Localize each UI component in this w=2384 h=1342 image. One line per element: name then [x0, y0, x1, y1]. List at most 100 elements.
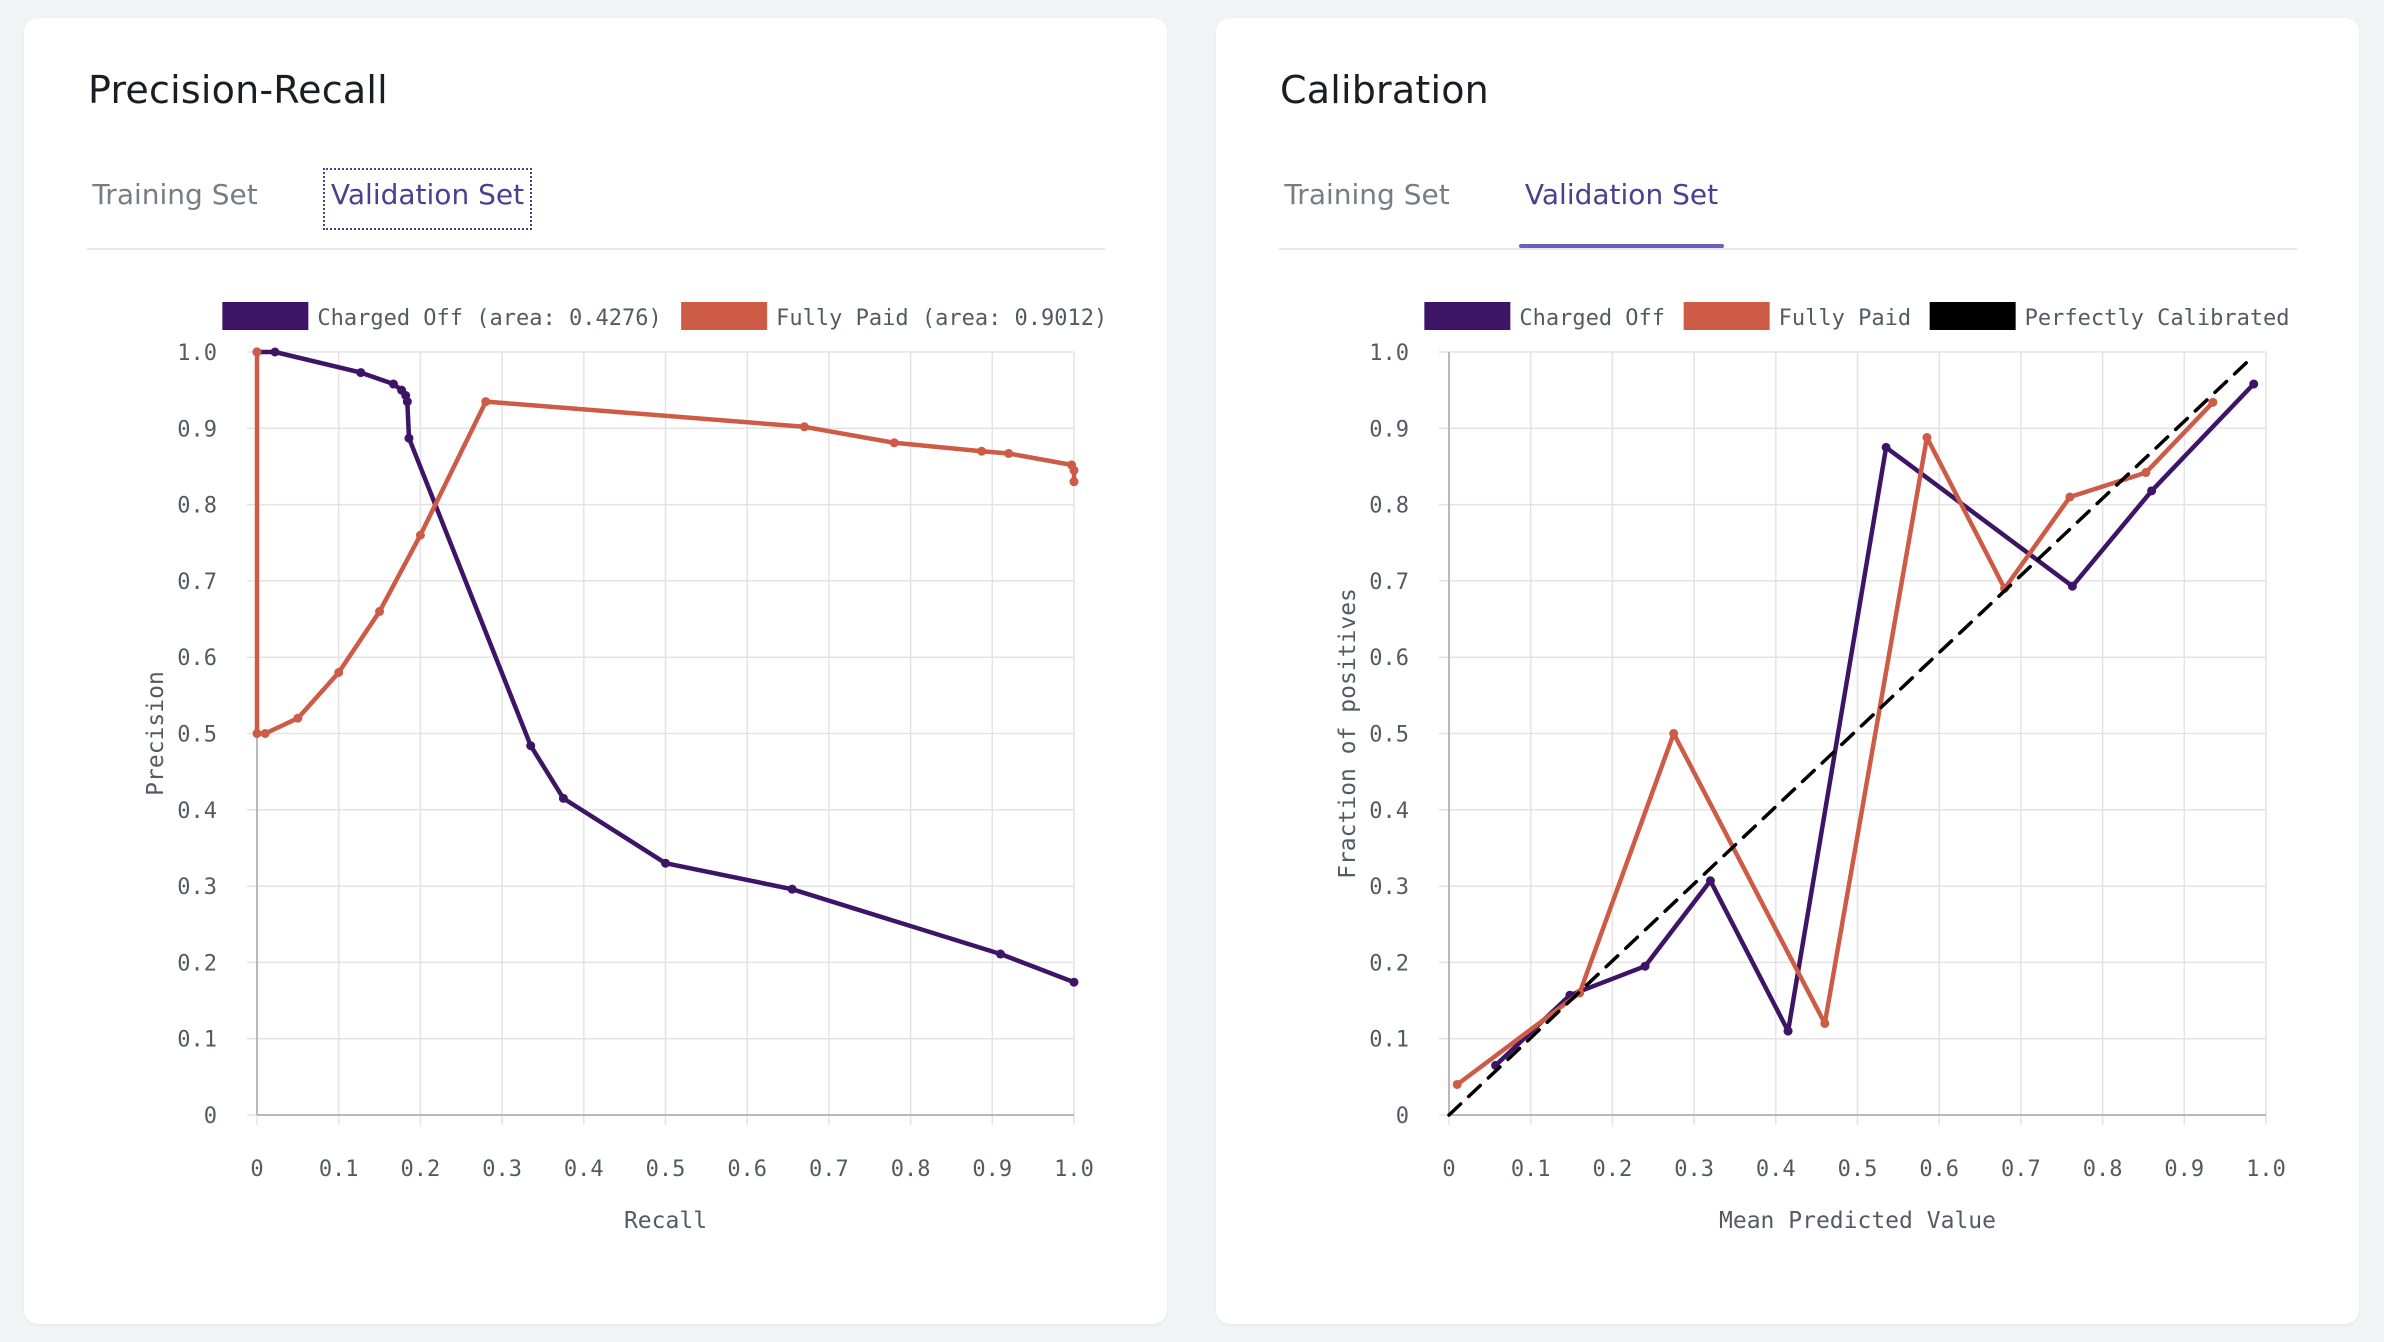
data-point	[260, 729, 270, 738]
x-tick-label: 0.8	[2083, 1157, 2123, 1182]
x-tick-label: 0.4	[564, 1157, 604, 1182]
y-tick-label: 0	[1396, 1104, 1409, 1129]
x-tick-label: 0.6	[1919, 1157, 1959, 1182]
legend-swatch	[222, 302, 309, 330]
data-point	[1069, 477, 1079, 487]
data-point	[1783, 1026, 1793, 1036]
data-point	[402, 397, 412, 407]
x-tick-label: 0.6	[727, 1157, 767, 1182]
y-tick-label: 0.3	[1369, 875, 1409, 900]
legend-swatch	[1424, 302, 1511, 330]
legend-label: Charged Off	[1519, 306, 1665, 331]
data-point	[2065, 492, 2075, 502]
y-tick-label: 0.3	[177, 875, 217, 900]
card-title-precision-recall: Precision-Recall	[88, 68, 388, 112]
x-tick-label: 0	[250, 1157, 263, 1182]
gridlines	[247, 351, 1075, 1125]
x-axis-title: Mean Predicted Value	[1719, 1208, 1996, 1234]
x-tick-label: 0.1	[1511, 1157, 1551, 1182]
y-tick-label: 0.6	[1369, 646, 1409, 671]
x-tick-label: 0.9	[972, 1157, 1012, 1182]
calibration-card: Calibration Training Set Validation Set …	[1216, 18, 2359, 1324]
y-tick-label: 0.7	[1369, 570, 1409, 595]
legend-swatch	[1683, 302, 1770, 330]
legend: Charged Off Fully Paid Perfectly Calibrate…	[1424, 302, 2290, 331]
legend-label: Perfectly Calibrated	[2025, 306, 2290, 331]
data-point	[2141, 468, 2151, 478]
data-point	[1640, 961, 1650, 971]
x-tick-label: 0.3	[482, 1157, 522, 1182]
y-tick-label: 0.5	[177, 723, 217, 748]
data-point	[1922, 432, 1932, 442]
x-tick-label: 0.7	[2001, 1157, 2041, 1182]
y-tick-label: 0.4	[177, 799, 217, 824]
data-point	[1069, 465, 1079, 475]
data-point	[481, 397, 491, 407]
data-point	[787, 884, 797, 894]
tab-training-set[interactable]: Training Set	[92, 178, 258, 211]
data-point	[2147, 486, 2157, 496]
data-point	[1004, 448, 1014, 458]
y-tick-label: 0.8	[177, 494, 217, 519]
data-point	[388, 379, 398, 389]
data-point	[334, 667, 344, 677]
series-line-2	[1447, 357, 2252, 1117]
tab-bar: Training Set Validation Set	[1279, 150, 2297, 250]
y-tick-label: 1.0	[1369, 341, 1409, 366]
legend-swatch	[681, 302, 768, 330]
y-tick-label: 0.6	[177, 646, 217, 671]
x-tick-label: 0.7	[809, 1157, 849, 1182]
x-tick-label: 0.1	[319, 1157, 359, 1182]
data-point	[661, 858, 670, 868]
data-point	[1452, 1079, 1462, 1089]
data-point	[375, 606, 385, 616]
data-point	[995, 949, 1005, 959]
data-point	[1881, 442, 1891, 452]
y-tick-label: 0.2	[177, 951, 217, 976]
x-tick-label: 0.2	[401, 1157, 441, 1182]
tab-validation-set[interactable]: Validation Set	[1519, 170, 1724, 248]
data-point	[1820, 1018, 1830, 1028]
x-tick-label: 0.8	[891, 1157, 931, 1182]
data-point	[2208, 397, 2218, 407]
legend-label: Fully Paid	[1779, 306, 1911, 331]
y-tick-label: 0	[204, 1104, 217, 1129]
data-point	[799, 422, 809, 432]
y-tick-label: 0.1	[177, 1028, 217, 1053]
tab-training-set[interactable]: Training Set	[1284, 178, 1450, 211]
data-point	[977, 446, 987, 456]
series-line-0	[254, 349, 1077, 985]
x-tick-label: 0	[1442, 1157, 1455, 1182]
y-tick-label: 0.9	[177, 417, 217, 442]
data-point	[558, 793, 568, 803]
tab-bar: Training Set Validation Set	[87, 150, 1105, 250]
x-tick-label: 1.0	[2246, 1157, 2286, 1182]
data-point	[2067, 581, 2077, 591]
x-tick-label: 0.5	[1838, 1157, 1878, 1182]
x-tick-label: 0.5	[646, 1157, 686, 1182]
y-tick-label: 0.1	[1369, 1028, 1409, 1053]
data-point	[1669, 729, 1679, 738]
y-tick-label: 0.2	[1369, 951, 1409, 976]
data-point	[356, 368, 366, 378]
tab-validation-set[interactable]: Validation Set	[323, 168, 532, 230]
y-axis-title: Precision	[143, 671, 169, 796]
data-point	[526, 741, 536, 751]
card-title-calibration: Calibration	[1280, 68, 1489, 112]
x-tick-label: 0.3	[1674, 1157, 1714, 1182]
x-tick-label: 0.2	[1593, 1157, 1633, 1182]
x-tick-label: 1.0	[1054, 1157, 1094, 1182]
data-point	[252, 347, 262, 357]
calibration-chart: 0 0.1 0.2 0.3 0.4 0.5 0.6 0.7 0.8 0.9 1.0 0 0.1 0.2 0.…	[1335, 302, 2290, 1234]
x-tick-label: 0.9	[2164, 1157, 2204, 1182]
data-point	[404, 433, 414, 443]
precision-recall-chart: 0 0.1 0.2 0.3 0.4 0.5 0.6 0.7 0.8 0.9 1.0 0 0.1 0.2 0.…	[143, 302, 1107, 1234]
x-tick-label: 0.4	[1756, 1157, 1796, 1182]
data-point	[1069, 977, 1079, 987]
precision-recall-card: Precision-Recall Training Set Validation…	[24, 18, 1167, 1324]
y-tick-label: 0.4	[1369, 799, 1409, 824]
y-tick-label: 0.5	[1369, 723, 1409, 748]
y-tick-label: 0.8	[1369, 494, 1409, 519]
legend-label: Charged Off (area: 0.4276)	[317, 306, 661, 331]
y-tick-label: 1.0	[177, 341, 217, 366]
